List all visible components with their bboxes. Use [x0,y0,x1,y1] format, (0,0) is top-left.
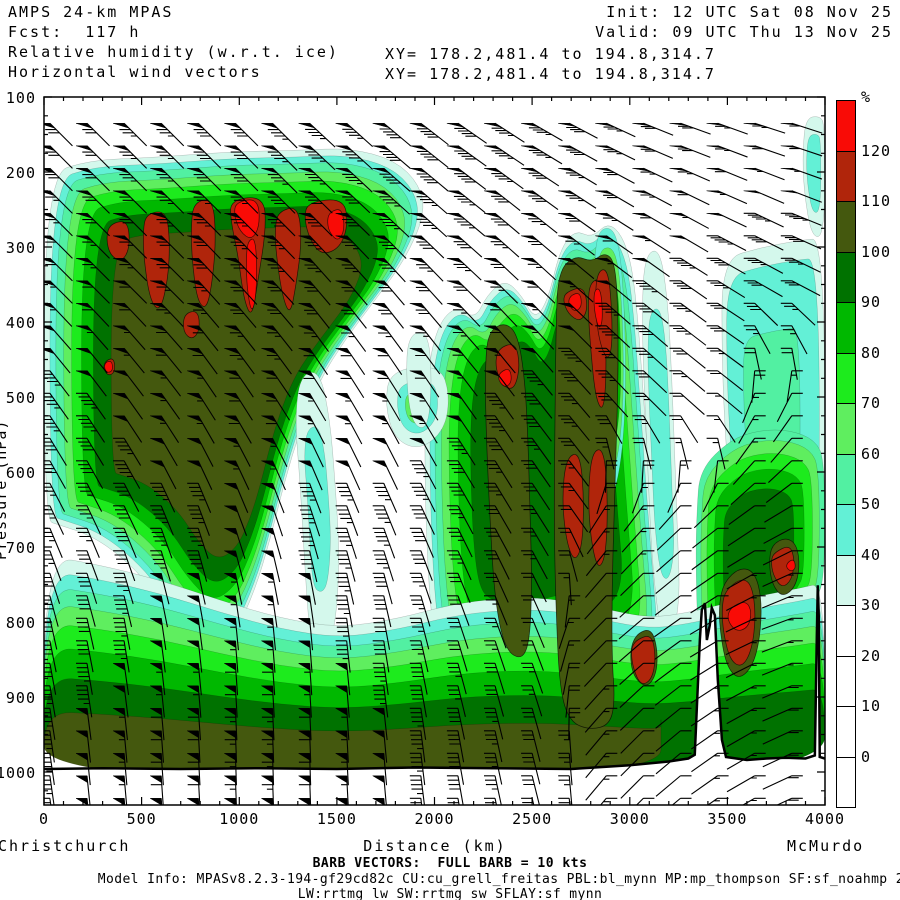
barb-legend-note: BARB VECTORS: FULL BARB = 10 kts [312,856,588,871]
colorbar-label-60: 60 [861,444,882,463]
init-time: Init: 12 UTC Sat 08 Nov 25 [606,3,893,21]
colorbar-segment-6 [836,404,856,455]
station-label-left: Christchurch [0,837,131,855]
colorbar-label-70: 70 [861,394,882,412]
contour-core-right-red-3 [771,546,795,587]
model-info-line: Model Info: MPASv8.2.3-194-gf29cd82c CU:… [97,872,900,887]
x-tick-label-1000: 1000 [219,810,260,828]
product-title: AMPS 24-km MPAS [8,3,174,21]
contour-core-blob-streak-5 [275,207,302,311]
colorbar-unit: % [861,88,872,106]
colorbar-label-30: 30 [861,596,882,614]
colorbar-label-90: 90 [861,293,882,311]
contour-core-tower1-olive-core [485,324,532,658]
x-tick-label-3000: 3000 [609,810,650,828]
forecast-hour: Fcst: 117 h [8,23,141,41]
below-ground-mask [44,585,825,805]
contour-core-right-red-1 [631,636,656,684]
colorbar-segment-13 [836,757,856,808]
colorbar-label-40: 40 [861,545,882,564]
colorbar [836,100,856,808]
contour-core-bright-dot-4 [593,288,603,328]
contour-band-teal-columns-3100km-40 [647,308,674,579]
x-tick-label-0: 0 [38,810,50,828]
colorbar-label-20: 20 [861,646,882,665]
terrain-surface-line [44,585,825,771]
station-label-right: McMurdo [787,837,865,855]
x-tick-label-2000: 2000 [414,810,455,828]
y-tick-label-500: 500 [5,389,36,407]
xy-line-1: XY= 178.2,481.4 to 194.8,314.7 [385,45,716,63]
wind-barb-staffs [44,122,823,805]
x-tick-label-2500: 2500 [512,810,553,828]
y-tick-label-600: 600 [5,464,36,482]
y-tick-label-800: 800 [5,614,36,632]
colorbar-segment-8 [836,505,856,556]
colorbar-label-10: 10 [861,697,882,715]
colorbar-label-110: 110 [861,192,892,210]
colorbar-segment-0 [836,100,856,152]
contour-core-blob-streak-1 [106,221,130,261]
field-title: Relative humidity (w.r.t. ice) [8,43,339,61]
colorbar-segment-2 [836,202,856,253]
y-tick-label-1000: 1000 [0,764,37,782]
vector-title: Horizontal wind vectors [8,63,262,81]
valid-time: Valid: 09 UTC Thu 13 Nov 25 [595,23,893,41]
contour-core-bright-core-1 [234,199,260,238]
colorbar-label-100: 100 [861,242,892,261]
x-tick-label-4000: 4000 [804,810,846,828]
y-tick-label-400: 400 [5,314,36,332]
colorbar-label-120: 120 [861,141,892,160]
colorbar-segment-3 [836,252,856,303]
axis-ticks [43,96,826,805]
y-tick-label-900: 900 [5,689,36,707]
colorbar-label-50: 50 [861,495,882,513]
header-left: AMPS 24-km MPAS Fcst: 117 h Relative humid… [8,2,339,82]
colorbar-segment-11 [836,656,856,707]
y-tick-label-200: 200 [5,164,36,182]
x-tick-label-500: 500 [126,810,157,828]
colorbar-segment-12 [836,707,856,758]
x-tick-label-1500: 1500 [316,810,357,828]
colorbar-segment-5 [836,353,856,404]
y-tick-label-300: 300 [5,239,36,257]
contour-core-tower2-red-d [588,449,608,566]
xy-coords: XY= 178.2,481.4 to 194.8,314.7 XY= 178.2,… [385,44,716,84]
header-right: Init: 12 UTC Sat 08 Nov 25 Valid: 09 UTC … [595,2,893,42]
colorbar-segment-4 [836,303,856,354]
colorbar-label-0: 0 [861,747,872,766]
wind-barb-pennants [44,123,799,805]
x-tick-label-3500: 3500 [707,810,748,828]
y-tick-label-100: 100 [5,89,36,107]
colorbar-segment-10 [836,606,856,657]
colorbar-segment-1 [836,151,856,202]
y-tick-label-700: 700 [5,539,36,557]
x-axis-title: Distance (km) [363,837,507,855]
contour-core-blob-streak-7 [183,311,200,339]
plot-field [44,116,825,805]
colorbar-label-80: 80 [861,343,882,362]
contour-core-bright-dot-5 [786,559,796,572]
colorbar-segment-7 [836,454,856,505]
contour-core-bright-dot-2 [498,369,512,387]
xy-line-2: XY= 178.2,481.4 to 194.8,314.7 [385,65,716,83]
colorbar-segment-9 [836,555,856,606]
contour-core-bright-dot-1 [104,361,113,373]
model-info-line-2: LW:rrtmg_lw SW:rrtmg_sw SFLAY:sf_mynn [297,887,603,900]
